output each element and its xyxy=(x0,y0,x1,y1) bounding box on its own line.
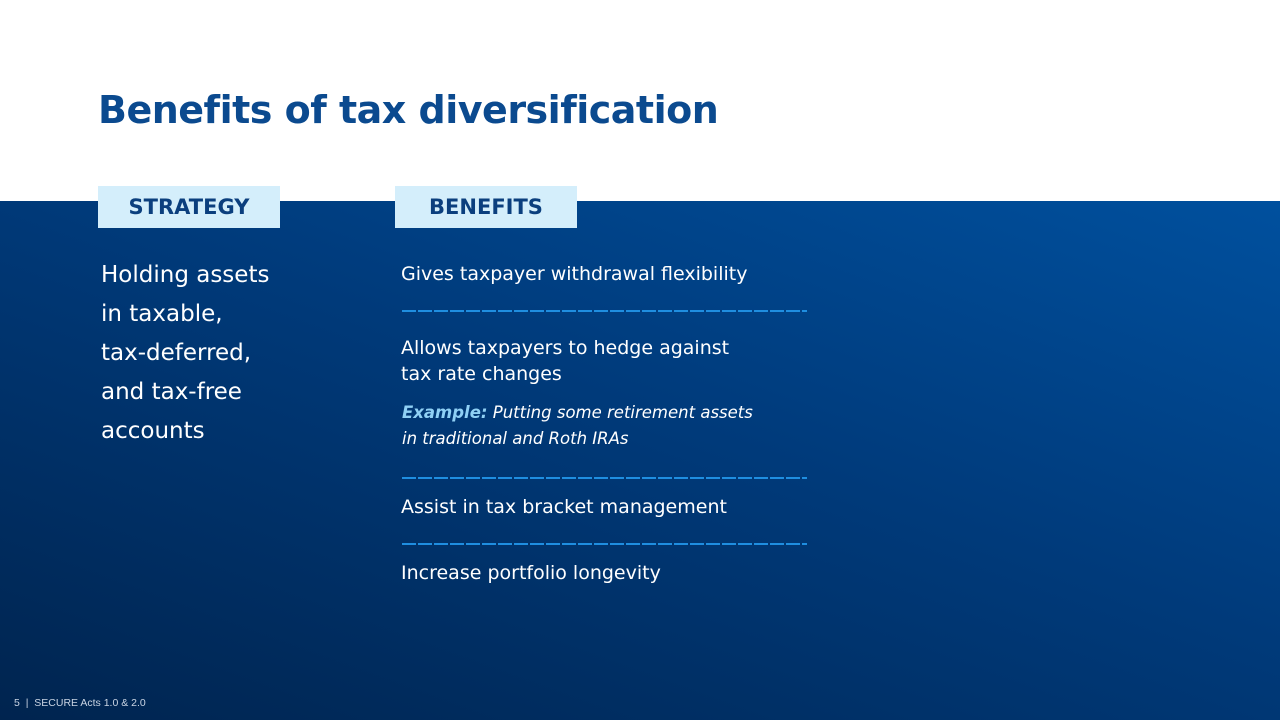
page-number: 5 xyxy=(14,697,20,709)
example-line: Putting some retirement assets xyxy=(487,403,753,422)
strategy-text: Holding assets in taxable, tax-deferred,… xyxy=(101,256,269,451)
benefit-item: Allows taxpayers to hedge against tax ra… xyxy=(401,335,729,387)
divider xyxy=(402,543,807,545)
benefit-line: Assist in tax bracket management xyxy=(401,496,727,518)
footer-text: SECURE Acts 1.0 & 2.0 xyxy=(34,697,146,709)
example-line: in traditional and Roth IRAs xyxy=(402,429,629,448)
strategy-line: tax-deferred, xyxy=(101,340,252,366)
example-label: Example: xyxy=(402,403,488,422)
strategy-line: and tax-free xyxy=(101,379,242,405)
benefit-line: Increase portfolio longevity xyxy=(401,562,661,584)
benefit-item: Increase portfolio longevity xyxy=(401,560,661,586)
slide-blue-band xyxy=(0,201,1280,720)
strategy-header: STRATEGY xyxy=(98,186,280,228)
divider xyxy=(402,310,807,312)
benefit-item: Gives taxpayer withdrawal flexibility xyxy=(401,261,747,287)
strategy-line: in taxable, xyxy=(101,301,223,327)
slide-title: Benefits of tax diversification xyxy=(98,88,719,132)
benefit-line: Allows taxpayers to hedge against xyxy=(401,337,730,359)
strategy-line: accounts xyxy=(101,418,205,444)
benefit-example: Example: Putting some retirement assets … xyxy=(402,400,753,452)
slide-top-band xyxy=(0,0,1280,201)
divider xyxy=(402,477,807,479)
benefit-item: Assist in tax bracket management xyxy=(401,494,727,520)
strategy-line: Holding assets xyxy=(101,262,270,288)
footer-separator: | xyxy=(25,697,29,709)
benefits-header: BENEFITS xyxy=(395,186,577,228)
benefit-line: Gives taxpayer withdrawal flexibility xyxy=(401,263,748,285)
slide-footer: 5 | SECURE Acts 1.0 & 2.0 xyxy=(14,697,146,709)
benefit-line: tax rate changes xyxy=(401,363,562,385)
